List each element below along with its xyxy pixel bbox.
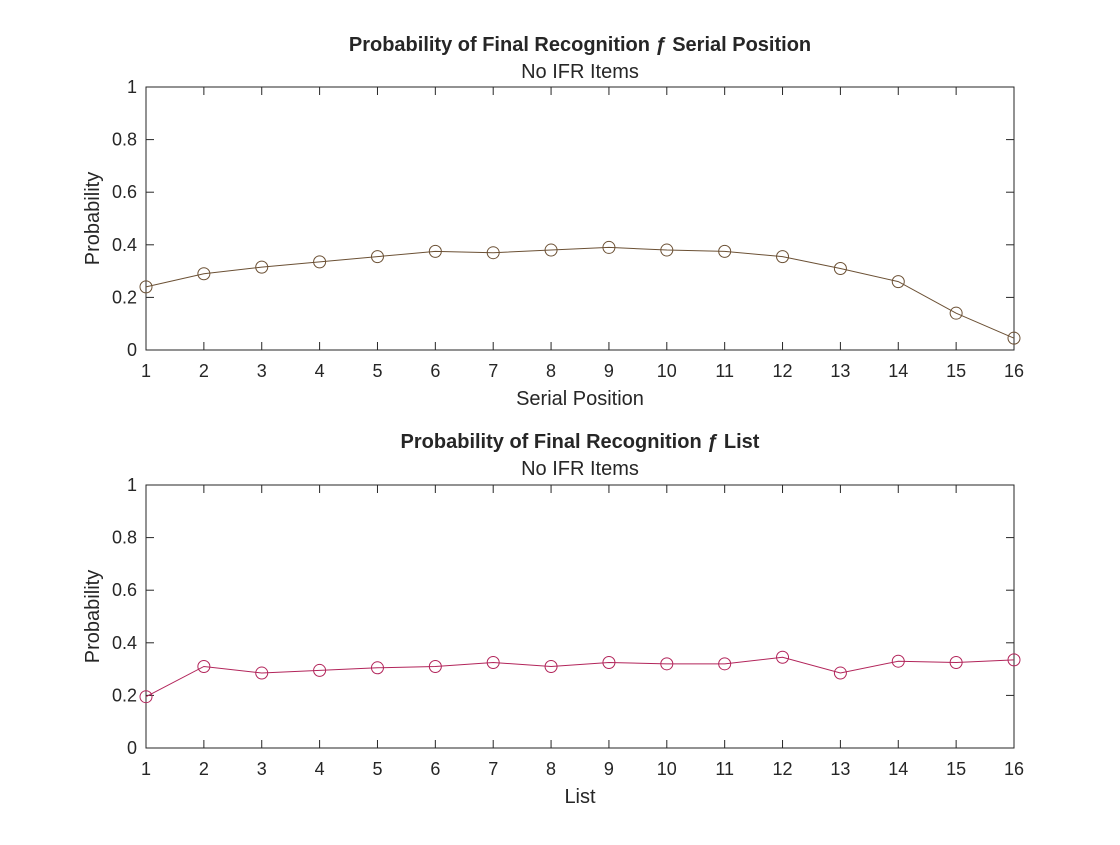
- x-tick-label: 16: [1004, 361, 1024, 381]
- x-tick-label: 5: [372, 361, 382, 381]
- data-point: [544, 659, 558, 673]
- data-point: [255, 666, 269, 680]
- plot-area: [145, 484, 1015, 749]
- data-point: [428, 244, 442, 258]
- x-tick-label: 7: [488, 759, 498, 779]
- list-axes: Probability of Final Recognition ƒ List …: [82, 431, 1024, 808]
- series: [139, 650, 1021, 704]
- x-tick-label: 6: [430, 759, 440, 779]
- x-tick-label: 1: [141, 361, 151, 381]
- data-point: [197, 659, 211, 673]
- x-tick-label: 9: [604, 759, 614, 779]
- x-axis-label: List: [564, 786, 596, 808]
- series-line: [145, 246, 1015, 339]
- x-tick-label: 8: [546, 361, 556, 381]
- x-tick-label: 4: [315, 361, 325, 381]
- data-point: [370, 661, 384, 675]
- x-axis: 1 2 3 4 5 6 7 8 9 10 11 12 13 14 15 16: [141, 87, 1024, 381]
- data-point: [1007, 331, 1021, 345]
- data-point: [313, 255, 327, 269]
- y-tick-label: 0.4: [112, 235, 137, 255]
- x-tick-label: 15: [946, 361, 966, 381]
- chart-subtitle: No IFR Items: [521, 458, 639, 480]
- x-tick-label: 5: [372, 759, 382, 779]
- data-point: [139, 280, 153, 294]
- y-tick-label: 1: [127, 475, 137, 495]
- x-tick-label: 11: [715, 759, 734, 779]
- y-tick-label: 0.8: [112, 528, 137, 548]
- x-tick-label: 12: [773, 759, 793, 779]
- series: [139, 240, 1021, 345]
- data-point: [255, 260, 269, 274]
- x-tick-label: 10: [657, 759, 677, 779]
- data-point: [776, 650, 790, 664]
- x-tick-label: 14: [888, 361, 908, 381]
- serial-position-axes: Probability of Final Recognition ƒ Seria…: [82, 34, 1024, 410]
- y-tick-label: 0.4: [112, 633, 137, 653]
- data-point: [949, 656, 963, 670]
- data-point: [718, 657, 732, 671]
- plot-area: [145, 86, 1015, 351]
- data-point: [718, 244, 732, 258]
- x-tick-label: 13: [830, 361, 850, 381]
- data-point: [776, 250, 790, 264]
- x-tick-label: 2: [199, 759, 209, 779]
- x-tick-label: 3: [257, 759, 267, 779]
- y-tick-label: 0.6: [112, 580, 137, 600]
- data-point: [313, 663, 327, 677]
- data-point: [139, 690, 153, 704]
- data-point: [428, 659, 442, 673]
- data-point: [602, 240, 616, 254]
- y-tick-label: 0.2: [112, 287, 137, 307]
- x-tick-label: 14: [888, 759, 908, 779]
- data-point: [1007, 653, 1021, 667]
- x-tick-label: 11: [715, 361, 734, 381]
- x-tick-label: 10: [657, 361, 677, 381]
- chart-subtitle: No IFR Items: [521, 61, 639, 83]
- y-axis-label: Probability: [82, 172, 104, 265]
- y-tick-label: 0.2: [112, 685, 137, 705]
- data-point: [544, 243, 558, 257]
- x-tick-label: 15: [946, 759, 966, 779]
- x-axis: 1 2 3 4 5 6 7 8 9 10 11 12 13 14 15 16: [141, 485, 1024, 779]
- data-point: [486, 656, 500, 670]
- data-point: [660, 243, 674, 257]
- data-point: [602, 656, 616, 670]
- data-point: [891, 654, 905, 668]
- y-axis-label: Probability: [82, 570, 104, 663]
- y-tick-label: 0: [127, 738, 137, 758]
- data-point: [949, 306, 963, 320]
- data-point: [833, 261, 847, 275]
- x-tick-label: 7: [488, 361, 498, 381]
- data-point: [486, 246, 500, 260]
- x-tick-label: 6: [430, 361, 440, 381]
- chart-title: Probability of Final Recognition ƒ List: [401, 431, 760, 453]
- x-tick-label: 16: [1004, 759, 1024, 779]
- y-tick-label: 0.8: [112, 130, 137, 150]
- chart-title: Probability of Final Recognition ƒ Seria…: [349, 34, 811, 56]
- x-tick-label: 13: [830, 759, 850, 779]
- y-tick-label: 0: [127, 340, 137, 360]
- x-tick-label: 2: [199, 361, 209, 381]
- data-point: [370, 250, 384, 264]
- y-axis: 0 0.2 0.4 0.6 0.8 1: [112, 77, 1014, 360]
- y-tick-label: 0.6: [112, 182, 137, 202]
- x-tick-label: 4: [315, 759, 325, 779]
- x-axis-label: Serial Position: [516, 388, 644, 410]
- x-tick-label: 8: [546, 759, 556, 779]
- x-tick-label: 3: [257, 361, 267, 381]
- x-tick-label: 1: [141, 759, 151, 779]
- series-line: [145, 656, 1015, 698]
- y-axis: 0 0.2 0.4 0.6 0.8 1: [112, 475, 1014, 758]
- y-tick-label: 1: [127, 77, 137, 97]
- data-point: [197, 267, 211, 281]
- data-point: [833, 666, 847, 680]
- data-point: [891, 275, 905, 289]
- x-tick-label: 9: [604, 361, 614, 381]
- data-point: [660, 657, 674, 671]
- x-tick-label: 12: [773, 361, 793, 381]
